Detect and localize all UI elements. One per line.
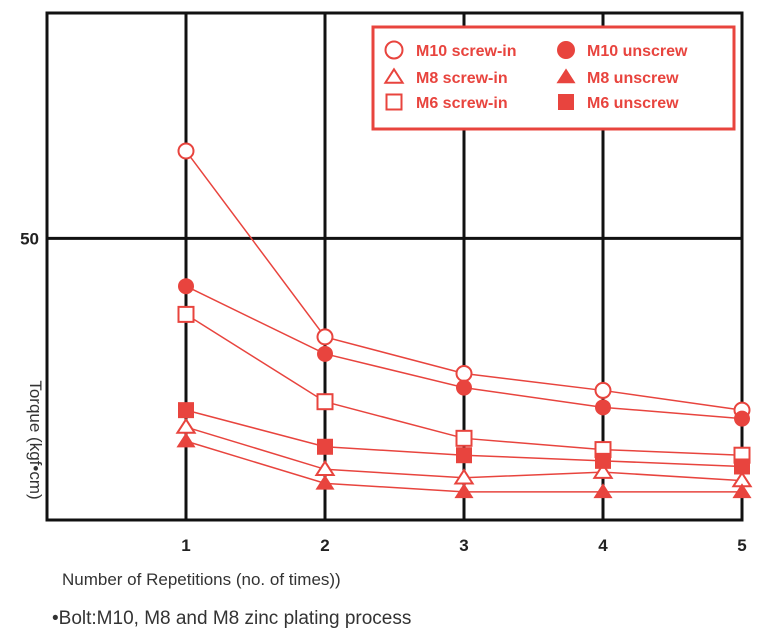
legend-marker-m8-screw-in bbox=[383, 67, 405, 84]
point-m6-unscrew bbox=[595, 452, 611, 469]
series-markers bbox=[175, 142, 753, 499]
point-m10-unscrew bbox=[734, 410, 750, 427]
point-m8-unscrew bbox=[315, 474, 335, 490]
x-tick-label: 1 bbox=[181, 536, 190, 555]
legend: M10 screw-in M10 unscrew M8 screw-in M8 uns… bbox=[371, 25, 736, 131]
point-m8-screw-in bbox=[314, 459, 336, 477]
legend-label-m10-screw-in: M10 screw-in bbox=[416, 43, 516, 60]
point-m10-screw-in bbox=[455, 365, 473, 383]
point-m10-unscrew bbox=[456, 379, 472, 396]
point-m8-screw-in bbox=[175, 417, 197, 434]
legend-label-m6-screw-in: M6 screw-in bbox=[416, 95, 508, 112]
legend-label-m8-screw-in: M8 screw-in bbox=[416, 70, 508, 87]
y-axis-label: Torque (kgf•cm) bbox=[26, 380, 45, 499]
point-m10-screw-in bbox=[316, 328, 334, 346]
legend-label-m8-unscrew: M8 unscrew bbox=[587, 70, 679, 87]
point-m8-unscrew bbox=[593, 483, 613, 499]
point-m8-unscrew bbox=[176, 432, 196, 448]
point-m10-unscrew bbox=[317, 345, 333, 362]
plot-frame bbox=[45, 11, 744, 522]
x-tick-label: 2 bbox=[320, 536, 329, 555]
point-m10-screw-in bbox=[177, 142, 195, 160]
point-m8-unscrew bbox=[732, 483, 752, 499]
point-m6-screw-in bbox=[455, 429, 473, 447]
point-m6-unscrew bbox=[178, 402, 194, 419]
x-tick-label: 4 bbox=[598, 536, 608, 555]
point-m6-unscrew bbox=[734, 458, 750, 475]
legend-marker-m6-screw-in bbox=[385, 93, 403, 111]
legend-marker-m6-unscrew bbox=[558, 94, 574, 110]
point-m6-unscrew bbox=[317, 438, 333, 455]
x-axis-label: Number of Repetitions (no. of times)) bbox=[62, 570, 341, 589]
footnote: •Bolt:M10, M8 and M8 zinc plating proces… bbox=[52, 608, 412, 629]
point-m6-unscrew bbox=[456, 447, 472, 464]
x-tick-label: 3 bbox=[459, 536, 468, 555]
legend-marker-m10-unscrew bbox=[557, 41, 575, 59]
point-m10-screw-in bbox=[594, 381, 612, 399]
y-tick-label: 50 bbox=[20, 229, 39, 248]
point-m8-screw-in bbox=[592, 462, 614, 479]
legend-marker-m8-unscrew bbox=[556, 68, 576, 84]
legend-marker-m10-screw-in bbox=[384, 40, 404, 60]
x-tick-label: 5 bbox=[737, 536, 746, 555]
point-m10-unscrew bbox=[178, 278, 194, 295]
point-m6-screw-in bbox=[316, 393, 334, 411]
point-m8-unscrew bbox=[454, 483, 474, 499]
x-tick-labels: 1 2 3 4 5 bbox=[181, 536, 746, 555]
legend-label-m6-unscrew: M6 unscrew bbox=[587, 95, 679, 112]
point-m10-unscrew bbox=[595, 399, 611, 416]
legend-box bbox=[371, 25, 736, 131]
y-tick-labels: 50 bbox=[20, 229, 39, 248]
point-m6-screw-in bbox=[177, 305, 195, 323]
legend-label-m10-unscrew: M10 unscrew bbox=[587, 43, 688, 60]
